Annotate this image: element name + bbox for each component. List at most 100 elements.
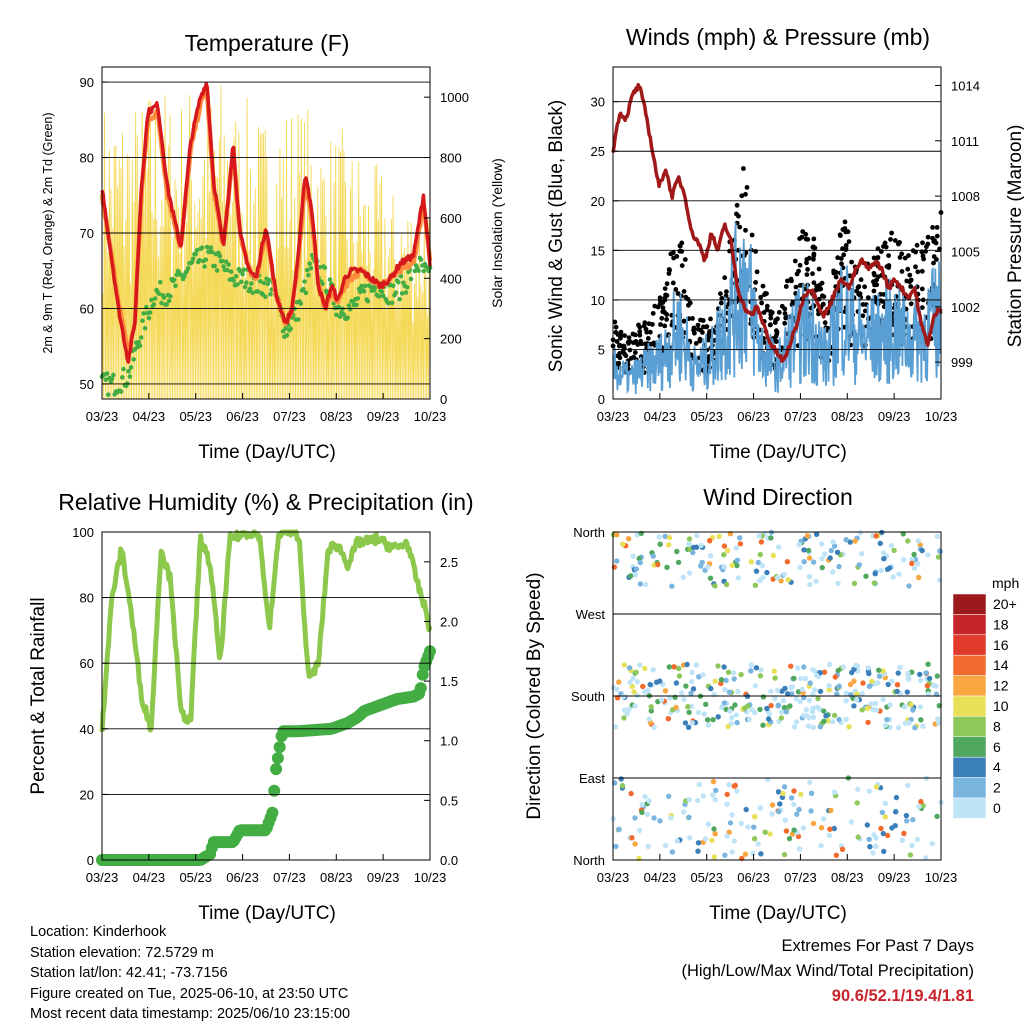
humidity-x-tick-label: 07/23 bbox=[273, 870, 306, 885]
wind-direction-point bbox=[849, 669, 855, 676]
wind-direction-point bbox=[904, 689, 910, 695]
wind-direction-point bbox=[732, 782, 738, 789]
dewpoint-point bbox=[258, 279, 263, 284]
wind-direction-point bbox=[873, 784, 880, 790]
wind-direction-point bbox=[686, 814, 692, 820]
dewpoint-point bbox=[214, 268, 220, 273]
wind-direction-point bbox=[843, 698, 849, 704]
legend-label: 8 bbox=[993, 718, 1001, 734]
dewpoint-point bbox=[185, 265, 191, 271]
wind-direction-point bbox=[854, 800, 860, 806]
rainfall-point bbox=[273, 741, 286, 754]
gust-point bbox=[692, 330, 697, 336]
winds-x-tick-label: 05/23 bbox=[690, 409, 723, 424]
gust-point bbox=[878, 249, 884, 254]
gust-point bbox=[788, 276, 794, 282]
wind-direction-point bbox=[651, 724, 657, 731]
wind-direction-point bbox=[895, 670, 901, 676]
wind-direction-point bbox=[712, 796, 718, 803]
wind-direction-point bbox=[758, 851, 764, 857]
dewpoint-point bbox=[137, 343, 143, 349]
wind-direction-point bbox=[847, 539, 853, 545]
gust-point bbox=[772, 320, 778, 325]
wind-direction-point bbox=[766, 711, 773, 717]
speed-color-legend: mph 20+ 18 16 14 12 10 8 6 4 2 0 bbox=[952, 575, 1019, 819]
wind-direction-point bbox=[899, 837, 906, 843]
wind-direction-point bbox=[644, 811, 651, 818]
wind-direction-point bbox=[621, 715, 627, 721]
wind-direction-point bbox=[791, 788, 797, 794]
gust-point bbox=[806, 255, 812, 261]
wind-direction-point bbox=[686, 536, 693, 542]
gust-point bbox=[899, 269, 905, 274]
dewpoint-point bbox=[141, 311, 147, 316]
legend-swatch bbox=[952, 695, 987, 717]
gust-point bbox=[650, 322, 655, 327]
wind-direction-point bbox=[805, 723, 812, 729]
humidity-y2-tick-label: 2.0 bbox=[440, 614, 458, 629]
gust-point bbox=[718, 291, 723, 297]
wind-direction-point bbox=[626, 665, 633, 671]
wind-direction-point bbox=[709, 837, 715, 844]
wind-direction-point bbox=[831, 712, 838, 719]
gust-point bbox=[621, 343, 627, 349]
temperature-right-axis-label: Solar Insolation (Yellow) bbox=[489, 158, 505, 308]
dewpoint-point bbox=[363, 283, 368, 289]
wind-direction-point bbox=[910, 817, 916, 823]
wind-direction-title: Wind Direction bbox=[703, 484, 853, 510]
wind-direction-point bbox=[675, 559, 682, 566]
gust-point bbox=[671, 255, 676, 261]
wind-direction-point bbox=[813, 578, 819, 584]
gust-point bbox=[636, 322, 641, 328]
dewpoint-point bbox=[347, 306, 353, 312]
gust-point bbox=[886, 253, 891, 258]
wind-direction-point bbox=[637, 662, 643, 668]
wind-direction-point bbox=[722, 687, 728, 693]
dewpoint-point bbox=[241, 267, 247, 273]
wind-direction-point bbox=[757, 706, 763, 713]
wind-direction-point bbox=[806, 555, 813, 561]
dewpoint-point bbox=[225, 267, 230, 273]
temperature-left-axis-label: 2m & 9m T (Red, Orange) & 2m Td (Green) bbox=[41, 112, 55, 353]
wind-direction-point bbox=[655, 561, 661, 568]
humidity-panel: Relative Humidity (%) & Precipitation (i… bbox=[28, 489, 474, 924]
wind-direction-point bbox=[797, 698, 803, 705]
wind-direction-point bbox=[723, 677, 729, 684]
wind-direction-point bbox=[768, 688, 774, 695]
gust-point bbox=[697, 336, 703, 342]
wind-direction-point bbox=[632, 703, 638, 709]
wind-direction-point bbox=[936, 720, 942, 726]
wind-direction-point bbox=[929, 840, 935, 847]
wind-direction-point bbox=[656, 534, 662, 540]
wind-direction-point bbox=[923, 855, 929, 861]
gust-point bbox=[758, 294, 764, 300]
wind-direction-point bbox=[851, 580, 858, 587]
wind-direction-point bbox=[752, 582, 759, 588]
dewpoint-point bbox=[168, 293, 173, 299]
wind-direction-point bbox=[835, 580, 841, 587]
temperature-y2-tick-label: 600 bbox=[440, 211, 462, 226]
wind-direction-point bbox=[618, 776, 624, 782]
wind-direction-point bbox=[612, 724, 619, 730]
wind-direction-point bbox=[890, 574, 896, 580]
wind-direction-point bbox=[711, 826, 717, 832]
gust-point bbox=[930, 225, 935, 230]
dewpoint-point bbox=[139, 335, 144, 340]
dewpoint-point bbox=[302, 279, 307, 284]
wind-direction-point bbox=[621, 662, 627, 668]
winds-x-tick-label: 08/23 bbox=[831, 409, 864, 424]
wind-direction-point bbox=[774, 687, 781, 694]
dewpoint-point bbox=[379, 289, 385, 295]
wind-direction-point bbox=[795, 665, 801, 671]
legend-label: 6 bbox=[993, 739, 1001, 755]
dewpoint-point bbox=[242, 284, 248, 290]
wind-direction-point bbox=[926, 675, 933, 682]
gust-point bbox=[670, 250, 676, 256]
direction-x-tick-label: 07/23 bbox=[784, 870, 817, 885]
gust-point bbox=[816, 266, 822, 272]
dewpoint-point bbox=[190, 256, 196, 262]
dewpoint-point bbox=[365, 298, 371, 304]
wind-direction-point bbox=[689, 678, 695, 685]
gust-point bbox=[919, 268, 925, 274]
wind-direction-point bbox=[786, 835, 793, 842]
